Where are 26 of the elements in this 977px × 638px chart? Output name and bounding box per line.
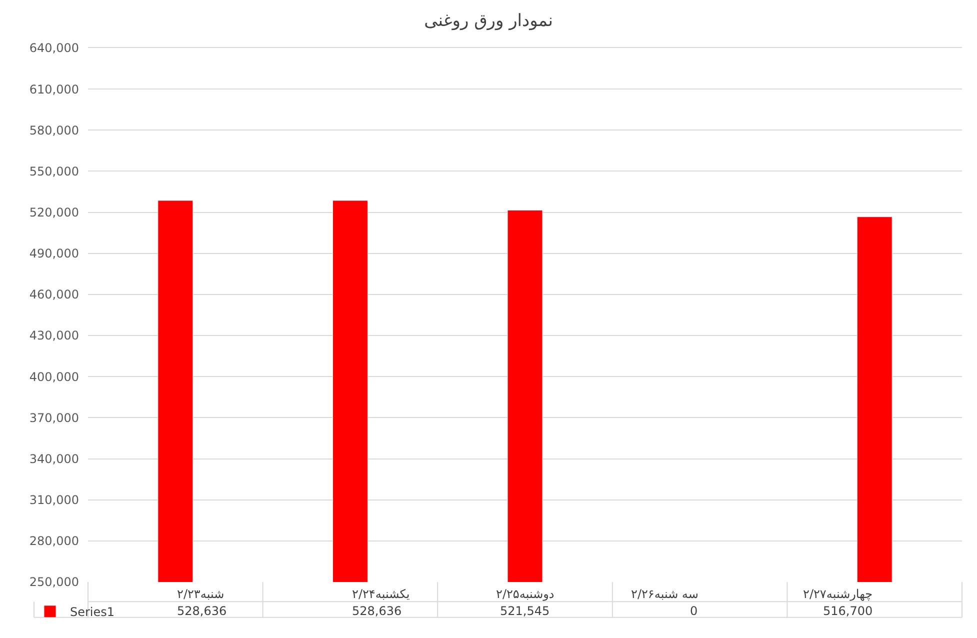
y-tick-label: 610,000 [29, 82, 79, 96]
y-tick-label: 460,000 [29, 288, 79, 302]
y-tick-label: 280,000 [29, 534, 79, 548]
legend-label: Series1 [70, 605, 115, 620]
y-tick-label: 580,000 [29, 123, 79, 138]
chart-title: نمودار ورق روغنی [424, 10, 553, 31]
data-label: 528,636 [352, 604, 402, 618]
y-tick-label: 400,000 [29, 370, 79, 384]
y-tick-label: 490,000 [29, 246, 79, 261]
y-tick-label: 430,000 [29, 328, 79, 343]
text: 0 [690, 604, 698, 618]
x-tick-label: دوشنبه۲/۲۵ [496, 587, 554, 601]
y-tick-label: 520,000 [29, 206, 79, 220]
y-tick-label: 310,000 [29, 493, 79, 508]
data-label: 528,636 [177, 604, 227, 618]
y-tick-label: 340,000 [29, 452, 79, 466]
y-tick-label: 370,000 [29, 410, 79, 425]
x-tick-label: شنبه۲/۲۳ [177, 587, 224, 601]
x-tick-label: چهارشنبه۲/۲۷ [803, 587, 873, 601]
y-tick-label: 250,000 [29, 575, 79, 590]
y-tick-label: 550,000 [29, 164, 79, 178]
data-label: 521,545 [500, 604, 550, 618]
data-label: 516,700 [823, 604, 873, 618]
y-tick-label: 640,000 [29, 41, 79, 56]
x-tick-label: سه شنبه۲/۲۶ [631, 587, 698, 601]
x-tick-label: یکشنبه۲/۲۴ [352, 587, 410, 601]
